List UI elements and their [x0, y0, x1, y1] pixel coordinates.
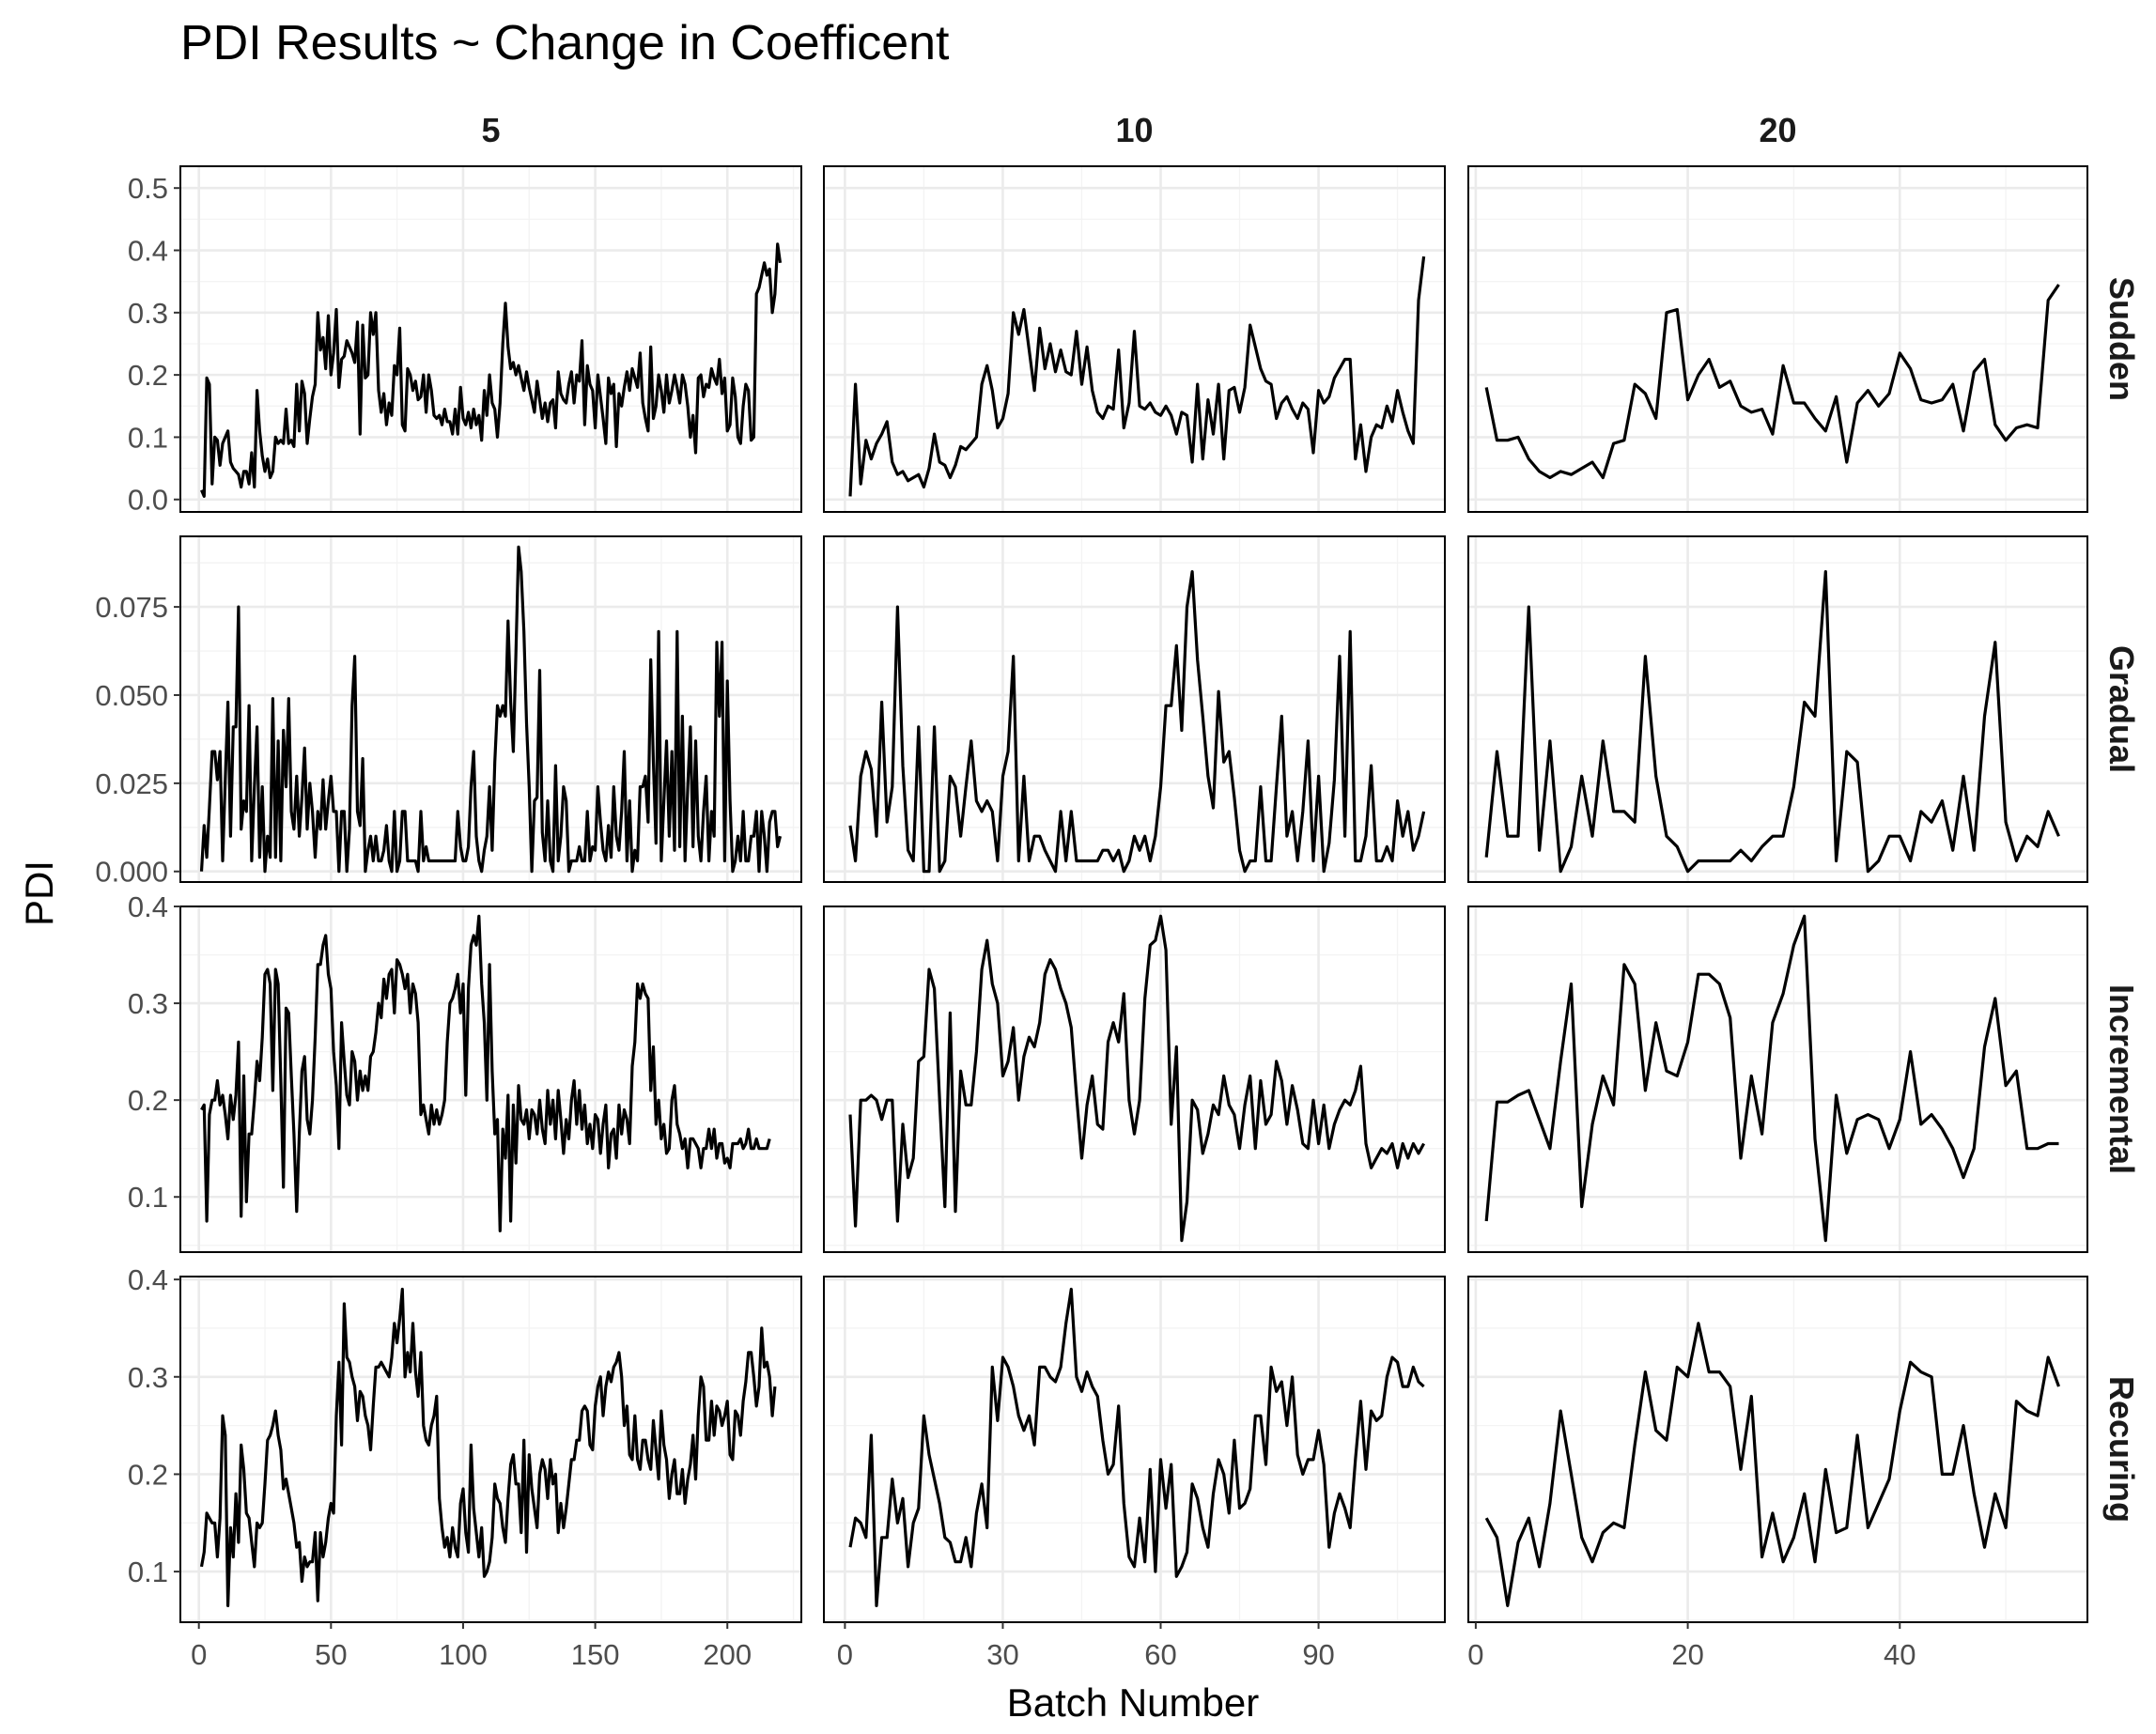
panel-background — [1468, 536, 2087, 882]
panel-incremental-10 — [823, 905, 1446, 1253]
strip-label-col-20: 20 — [1759, 111, 1796, 149]
x-tick-label: 150 — [571, 1638, 620, 1671]
x-tick-label: 100 — [439, 1638, 488, 1671]
panel-border — [179, 1276, 802, 1623]
x-tick-label: 50 — [315, 1638, 347, 1671]
y-tick-label: 0.3 — [128, 987, 168, 1020]
x-tick-label: 40 — [1884, 1638, 1916, 1671]
panel-gradual-20 — [1467, 535, 2088, 883]
panel-border — [179, 535, 802, 883]
panel-incremental-20 — [1467, 905, 2088, 1253]
y-tick-label: 0.5 — [128, 172, 168, 205]
series-line — [199, 545, 783, 874]
y-tick-label: 0.0 — [128, 484, 168, 517]
y-tick-label: 0.025 — [95, 767, 168, 800]
panel-border — [1467, 1276, 2088, 1623]
panel-gradual-5: 0.000 0.025 0.050 0.075 — [95, 535, 802, 889]
panel-border — [179, 165, 802, 513]
panel-gradual-10 — [823, 535, 1446, 883]
panel-sudden-10 — [823, 165, 1446, 513]
series-line — [1484, 914, 2059, 1243]
series-line — [200, 914, 771, 1232]
panel-background — [180, 166, 801, 512]
series-line — [199, 1287, 777, 1608]
y-tick-label: 0.1 — [128, 421, 168, 454]
panel-border — [823, 1276, 1446, 1623]
y-tick-label: 0.2 — [128, 359, 168, 392]
strip-label-row-gradual: Gradual — [2102, 645, 2141, 773]
strip-label-row-recuring: Recuring — [2102, 1376, 2141, 1523]
series-line — [848, 569, 1426, 874]
panel-background — [1468, 906, 2087, 1252]
y-tick-label: 0.1 — [128, 1181, 168, 1214]
strip-label-row-sudden: Sudden — [2102, 277, 2141, 401]
y-tick-label: 0.000 — [95, 856, 168, 889]
strip-label-row-incremental: Incremental — [2102, 984, 2141, 1174]
panel-incremental-5: 0.1 0.2 0.3 0.4 — [128, 890, 802, 1253]
y-tick-label: 0.3 — [128, 1361, 168, 1394]
y-tick-label: 0.1 — [128, 1556, 168, 1588]
y-tick-label: 0.050 — [95, 679, 168, 712]
facet-panels: 5 10 20 Sudden Gradual Incremental Recuring 0.0… — [95, 111, 2141, 1671]
series-line — [200, 242, 783, 499]
y-tick-label: 0.3 — [128, 297, 168, 330]
panel-background — [824, 906, 1445, 1252]
panel-background — [1468, 166, 2087, 512]
chart-title: PDI Results ~ Change in Coefficent — [180, 16, 950, 70]
x-tick-label: 0 — [1467, 1638, 1483, 1671]
x-tick-label: 0 — [837, 1638, 853, 1671]
strip-label-col-10: 10 — [1115, 111, 1153, 149]
y-tick-label: 0.4 — [128, 890, 168, 923]
panel-background — [1468, 1277, 2087, 1622]
x-tick-label: 20 — [1671, 1638, 1703, 1671]
panel-border — [823, 165, 1446, 513]
y-tick-label: 0.4 — [128, 235, 168, 268]
panel-border — [1467, 906, 2088, 1253]
panel-border — [1467, 535, 2088, 883]
panel-recuring-5: 0.1 0.2 0.3 0.4 0 50 100 150 200 — [128, 1263, 802, 1671]
panel-border — [1467, 165, 2088, 513]
y-axis-title: PDI — [17, 860, 61, 926]
y-tick-label: 0.2 — [128, 1084, 168, 1117]
x-tick-label: 200 — [703, 1638, 752, 1671]
y-tick-label: 0.075 — [95, 591, 168, 624]
x-tick-label: 90 — [1302, 1638, 1334, 1671]
panel-recuring-20: 0 20 40 — [1467, 1276, 2088, 1671]
series-line — [1484, 284, 2060, 480]
strip-label-col-5: 5 — [481, 111, 500, 149]
y-tick-label: 0.2 — [128, 1458, 168, 1491]
series-line — [1484, 1322, 2061, 1608]
panel-sudden-5: 0.0 0.1 0.2 0.3 0.4 0.5 — [128, 165, 802, 517]
panel-recuring-10: 0 30 60 90 — [823, 1276, 1446, 1671]
series-line — [848, 1287, 1425, 1608]
x-tick-label: 30 — [986, 1638, 1018, 1671]
x-axis-title: Batch Number — [1007, 1680, 1259, 1725]
panel-border — [179, 906, 802, 1253]
series-line — [848, 914, 1426, 1243]
panel-border — [823, 906, 1446, 1253]
series-line — [848, 255, 1426, 497]
x-tick-label: 60 — [1144, 1638, 1176, 1671]
panel-sudden-20 — [1467, 165, 2088, 513]
y-tick-label: 0.4 — [128, 1263, 168, 1296]
series-line — [1484, 569, 2060, 874]
panel-border — [823, 535, 1446, 883]
x-tick-label: 0 — [191, 1638, 207, 1671]
